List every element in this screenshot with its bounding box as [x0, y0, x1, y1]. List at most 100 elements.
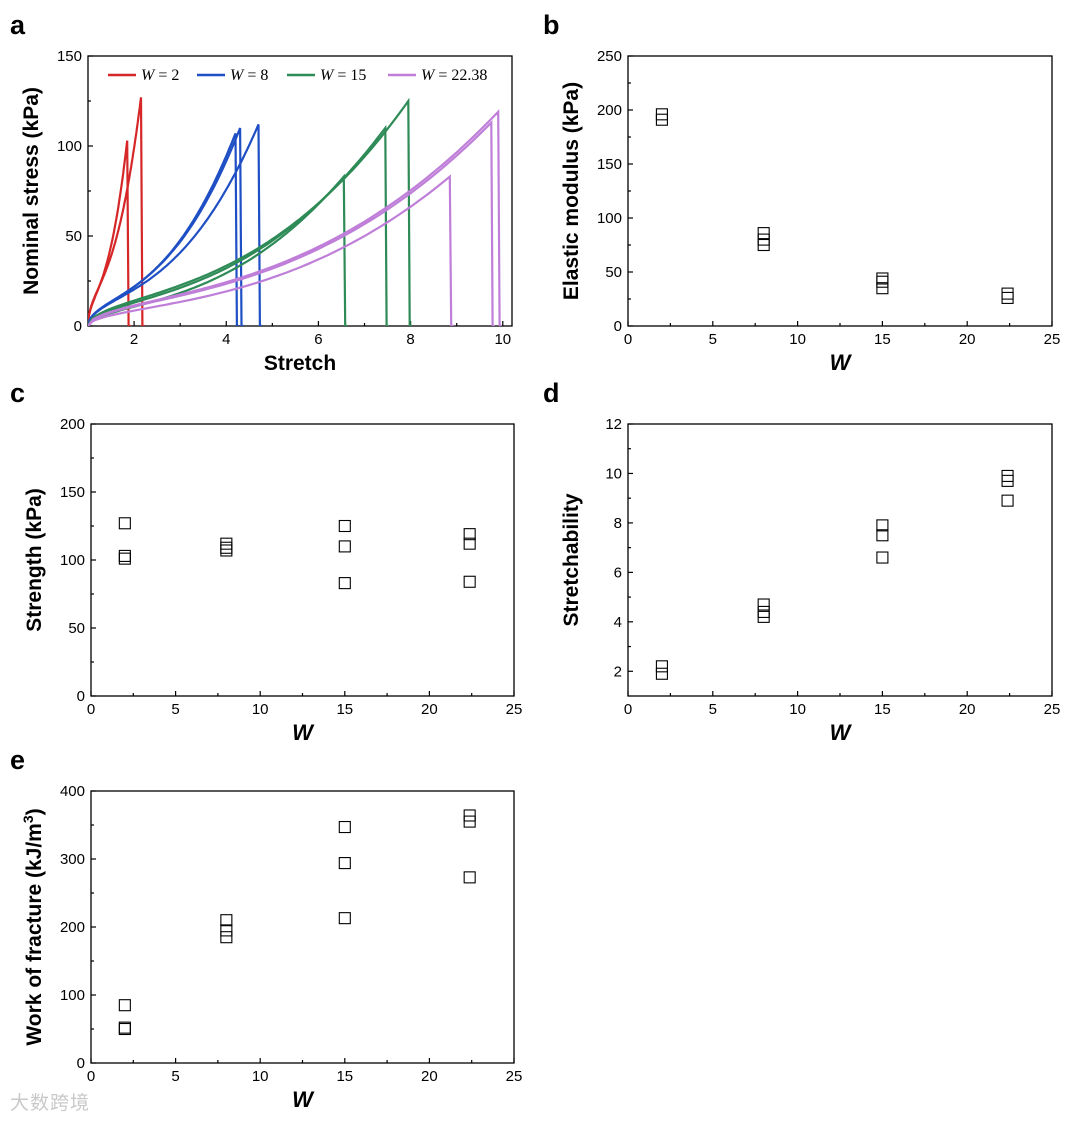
x-axis-title: W: [830, 350, 853, 375]
y-tick-label: 4: [614, 614, 622, 631]
y-tick-label: 150: [57, 48, 82, 65]
y-axis-title-text: Stretchability: [560, 493, 583, 626]
x-tick-label: 20: [959, 331, 976, 348]
y-axis-title-text: Nominal stress (kPa): [20, 87, 43, 295]
plot-frame: [627, 55, 1053, 327]
data-point: [876, 551, 889, 564]
x-tick-label: 10: [252, 1068, 269, 1085]
x-tick-label: 5: [709, 701, 717, 718]
x-tick-label: 20: [421, 1068, 438, 1085]
data-point: [338, 540, 351, 553]
y-tick-label: 400: [60, 783, 85, 800]
data-point: [338, 857, 351, 870]
series-line: [88, 174, 454, 326]
plot-frame: [627, 423, 1053, 697]
y-tick-label: 0: [77, 1055, 85, 1072]
data-point: [463, 528, 476, 541]
x-axis-title: W: [830, 720, 853, 745]
legend-value: = 2: [158, 67, 179, 84]
data-point: [338, 912, 351, 925]
x-tick-label: 20: [959, 701, 976, 718]
y-tick-label: 200: [60, 416, 85, 433]
data-point: [1001, 291, 1014, 304]
data-point: [220, 914, 233, 927]
y-tick-label: 6: [614, 564, 622, 581]
y-tick-label: 0: [614, 318, 622, 335]
x-tick-label: 15: [336, 1068, 353, 1085]
x-tick-label: 10: [494, 331, 511, 348]
panel-label: a: [10, 10, 26, 40]
x-tick-label: 10: [252, 701, 269, 718]
data-point: [757, 605, 770, 618]
y-tick-label: 150: [60, 484, 85, 501]
data-point: [220, 541, 233, 554]
y-tick-label: 250: [597, 48, 622, 65]
y-tick-label: 0: [74, 318, 82, 335]
series-line: [88, 97, 145, 326]
y-tick-label: 0: [77, 688, 85, 705]
panel-label: b: [543, 10, 560, 40]
legend-var: W: [320, 67, 337, 84]
y-tick-label: 100: [60, 987, 85, 1004]
x-tick-label: 25: [1044, 331, 1061, 348]
legend-var: W: [230, 67, 247, 84]
y-axis-title: Stretchability: [560, 493, 583, 626]
data-point: [757, 227, 770, 240]
data-point: [1001, 469, 1014, 482]
data-point: [220, 544, 233, 557]
y-tick-label: 100: [597, 210, 622, 227]
y-tick-label: 50: [65, 228, 82, 245]
series-line: [88, 132, 240, 326]
panel-label: e: [10, 745, 25, 775]
data-point: [655, 667, 668, 680]
x-tick-label: 5: [171, 1068, 179, 1085]
data-point: [118, 552, 131, 565]
plot-frame: [90, 423, 515, 697]
x-axis-title: Stretch: [264, 352, 336, 375]
data-point: [655, 660, 668, 673]
y-tick-label: 50: [68, 620, 85, 637]
x-tick-label: 4: [222, 331, 230, 348]
panel-label: c: [10, 378, 25, 408]
data-point: [463, 815, 476, 828]
plot-frame: [87, 55, 513, 327]
series-line: [88, 97, 412, 326]
data-point: [876, 282, 889, 295]
y-tick-label: 200: [60, 919, 85, 936]
y-axis-title: Nominal stress (kPa): [20, 87, 43, 295]
x-tick-label: 15: [874, 701, 891, 718]
x-tick-label: 0: [87, 701, 95, 718]
data-point: [655, 108, 668, 121]
x-tick-label: 6: [314, 331, 322, 348]
data-point: [463, 537, 476, 550]
x-tick-label: 0: [624, 701, 632, 718]
y-tick-label: 300: [60, 851, 85, 868]
data-point: [876, 529, 889, 542]
x-tick-label: 25: [506, 1068, 523, 1085]
y-axis-title: Work of fracture (kJ/m3): [20, 808, 46, 1045]
legend-label: W = 22.38: [421, 67, 487, 84]
y-axis-title: Elastic modulus (kPa): [560, 82, 583, 300]
data-point: [463, 809, 476, 822]
data-point: [463, 575, 476, 588]
series-line: [88, 127, 244, 326]
data-point: [118, 549, 131, 562]
legend-value: = 8: [247, 67, 268, 84]
plot-frame: [90, 790, 515, 1064]
data-point: [757, 233, 770, 246]
panel-e: 0 5 10 15 20 25 0 100 200 300 400 e W Work of fractur…: [10, 745, 522, 1112]
y-tick-label: 100: [57, 138, 82, 155]
legend-value: = 22.38: [438, 67, 487, 84]
x-tick-label: 15: [336, 701, 353, 718]
y-tick-label: 100: [60, 552, 85, 569]
data-point: [876, 275, 889, 288]
x-tick-label: 15: [874, 331, 891, 348]
y-axis-title-text: Elastic modulus (kPa): [560, 82, 583, 300]
legend-label: W = 2: [141, 67, 179, 84]
legend-label: W = 15: [320, 67, 366, 84]
series-line: [88, 123, 263, 326]
plot-area: [88, 97, 502, 326]
y-axis-title-text: Strength (kPa): [23, 488, 46, 632]
data-point: [338, 519, 351, 533]
